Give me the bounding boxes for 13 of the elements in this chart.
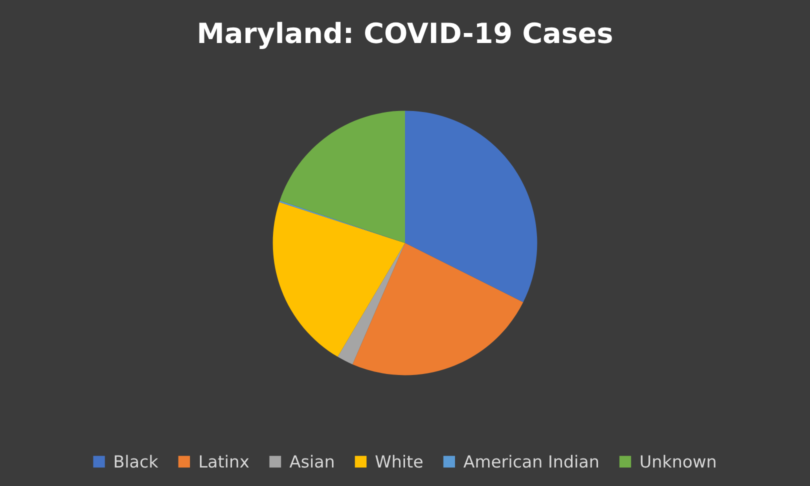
legend-label: Black (114, 454, 158, 468)
pie-slice (279, 200, 405, 243)
legend-label: White (375, 454, 422, 468)
legend-label: Unknown (640, 454, 716, 468)
chart-title: Maryland: COVID-19 Cases (199, 22, 612, 49)
legend-label: American Indian (463, 454, 598, 468)
pie-slice (272, 202, 405, 357)
pie-slice (338, 243, 405, 364)
legend-label: Latinx (200, 454, 249, 468)
legend-label: Asian (290, 454, 334, 468)
pie-slice (405, 110, 538, 302)
pie-slice (352, 243, 524, 376)
pie-slice (280, 110, 405, 243)
